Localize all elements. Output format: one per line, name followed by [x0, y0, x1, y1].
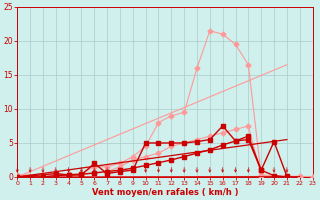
X-axis label: Vent moyen/en rafales ( km/h ): Vent moyen/en rafales ( km/h )	[92, 188, 238, 197]
